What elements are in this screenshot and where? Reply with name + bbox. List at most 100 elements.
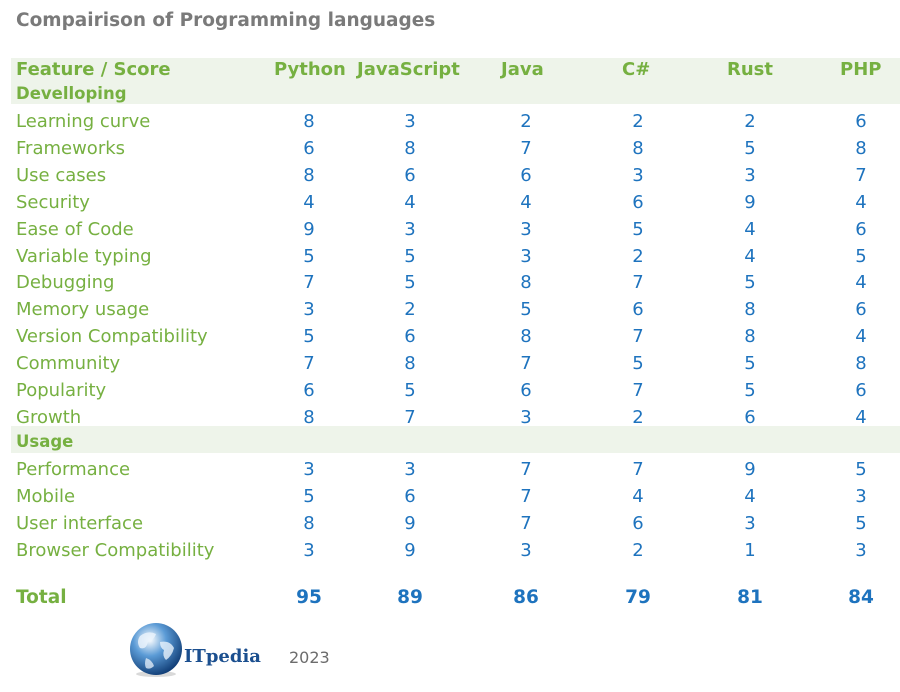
score-cell: 5 — [855, 512, 867, 534]
score-cell: 7 — [632, 272, 644, 294]
column-header-java: Java — [501, 59, 544, 80]
score-cell: 2 — [632, 406, 644, 428]
score-cell: 5 — [855, 459, 867, 480]
score-cell: 6 — [520, 380, 532, 401]
score-cell: 5 — [404, 380, 416, 401]
score-cell: 5 — [404, 245, 416, 267]
column-header-python: Python — [274, 59, 346, 80]
total-value: 84 — [848, 587, 874, 608]
score-cell: 7 — [520, 137, 532, 159]
table-row: Variable typing 5 5 3 2 4 5 — [0, 246, 900, 272]
score-cell: 3 — [855, 539, 867, 561]
row-label: Popularity — [16, 380, 107, 401]
row-label: Community — [16, 353, 121, 375]
score-cell: 8 — [303, 512, 315, 534]
score-cell: 2 — [632, 111, 644, 132]
score-cell: 5 — [632, 218, 644, 240]
table-row: Frameworks 6 8 7 8 5 8 — [0, 138, 900, 164]
score-cell: 3 — [520, 539, 532, 561]
row-label: Mobile — [16, 485, 76, 507]
score-cell: 3 — [632, 164, 644, 186]
table-row: Mobile 5 6 7 4 4 3 — [0, 486, 900, 512]
score-cell: 9 — [744, 459, 756, 480]
row-label: Growth — [16, 406, 82, 428]
score-cell: 8 — [855, 137, 867, 159]
score-cell: 3 — [855, 485, 867, 507]
score-cell: 3 — [744, 512, 756, 534]
score-cell: 4 — [855, 326, 867, 348]
row-label: Debugging — [16, 272, 115, 294]
score-cell: 6 — [303, 137, 315, 159]
row-label: Use cases — [16, 164, 107, 186]
score-cell: 3 — [303, 299, 315, 321]
total-value: 86 — [513, 587, 539, 608]
score-cell: 5 — [632, 353, 644, 375]
score-cell: 4 — [855, 272, 867, 294]
score-cell: 8 — [303, 406, 315, 428]
globe-icon — [130, 623, 182, 677]
column-header-php: PHP — [840, 59, 882, 80]
score-cell: 8 — [404, 137, 416, 159]
score-cell: 2 — [744, 111, 756, 132]
row-label: Memory usage — [16, 299, 150, 321]
row-label: Frameworks — [16, 137, 126, 159]
score-cell: 7 — [520, 353, 532, 375]
table-row: Use cases 8 6 6 3 3 7 — [0, 165, 900, 191]
table-row: Ease of Code 9 3 3 5 4 6 — [0, 219, 900, 245]
score-cell: 8 — [744, 326, 756, 348]
score-cell: 7 — [303, 272, 315, 294]
row-label: Variable typing — [16, 245, 152, 267]
score-cell: 7 — [520, 485, 532, 507]
score-cell: 6 — [520, 164, 532, 186]
score-cell: 7 — [855, 164, 867, 186]
total-value: 79 — [625, 587, 651, 608]
score-cell: 5 — [404, 272, 416, 294]
score-cell: 7 — [404, 406, 416, 428]
score-cell: 5 — [303, 326, 315, 348]
score-cell: 3 — [520, 406, 532, 428]
section-title-develloping: Develloping — [16, 84, 127, 103]
score-cell: 4 — [303, 191, 315, 213]
table-row: Browser Compatibility 3 9 3 2 1 3 — [0, 540, 900, 566]
score-cell: 6 — [855, 218, 867, 240]
score-cell: 6 — [303, 380, 315, 401]
score-cell: 5 — [744, 272, 756, 294]
row-label: Security — [16, 191, 90, 213]
score-cell: 4 — [744, 485, 756, 507]
table-row: Popularity 6 5 6 7 5 6 — [0, 380, 900, 406]
header-band — [11, 58, 900, 104]
score-cell: 5 — [520, 299, 532, 321]
table-row: Learning curve 8 3 2 2 2 6 — [0, 111, 900, 137]
score-cell: 2 — [632, 539, 644, 561]
score-cell: 1 — [744, 539, 756, 561]
score-cell: 4 — [744, 245, 756, 267]
column-header-javascript: JavaScript — [357, 59, 460, 80]
score-cell: 8 — [632, 137, 644, 159]
score-cell: 8 — [520, 326, 532, 348]
row-label: Performance — [16, 459, 131, 480]
score-cell: 8 — [303, 111, 315, 132]
score-cell: 9 — [744, 191, 756, 213]
table-row: Security 4 4 4 6 9 4 — [0, 192, 900, 218]
table-row: Debugging 7 5 8 7 5 4 — [0, 272, 900, 298]
row-label: Browser Compatibility — [16, 539, 215, 561]
score-cell: 7 — [520, 512, 532, 534]
score-cell: 4 — [520, 191, 532, 213]
page-title: Compairison of Programming languages — [16, 10, 436, 31]
score-cell: 4 — [744, 218, 756, 240]
total-value: 95 — [296, 587, 322, 608]
score-cell: 3 — [404, 459, 416, 480]
score-cell: 6 — [404, 164, 416, 186]
column-header-rust: Rust — [727, 59, 773, 80]
score-cell: 7 — [520, 459, 532, 480]
score-cell: 8 — [404, 353, 416, 375]
score-cell: 6 — [744, 406, 756, 428]
score-cell: 5 — [303, 245, 315, 267]
score-cell: 3 — [520, 245, 532, 267]
score-cell: 5 — [744, 353, 756, 375]
score-cell: 9 — [404, 512, 416, 534]
score-cell: 5 — [744, 137, 756, 159]
score-cell: 3 — [404, 111, 416, 132]
score-cell: 2 — [520, 111, 532, 132]
score-cell: 6 — [855, 299, 867, 321]
